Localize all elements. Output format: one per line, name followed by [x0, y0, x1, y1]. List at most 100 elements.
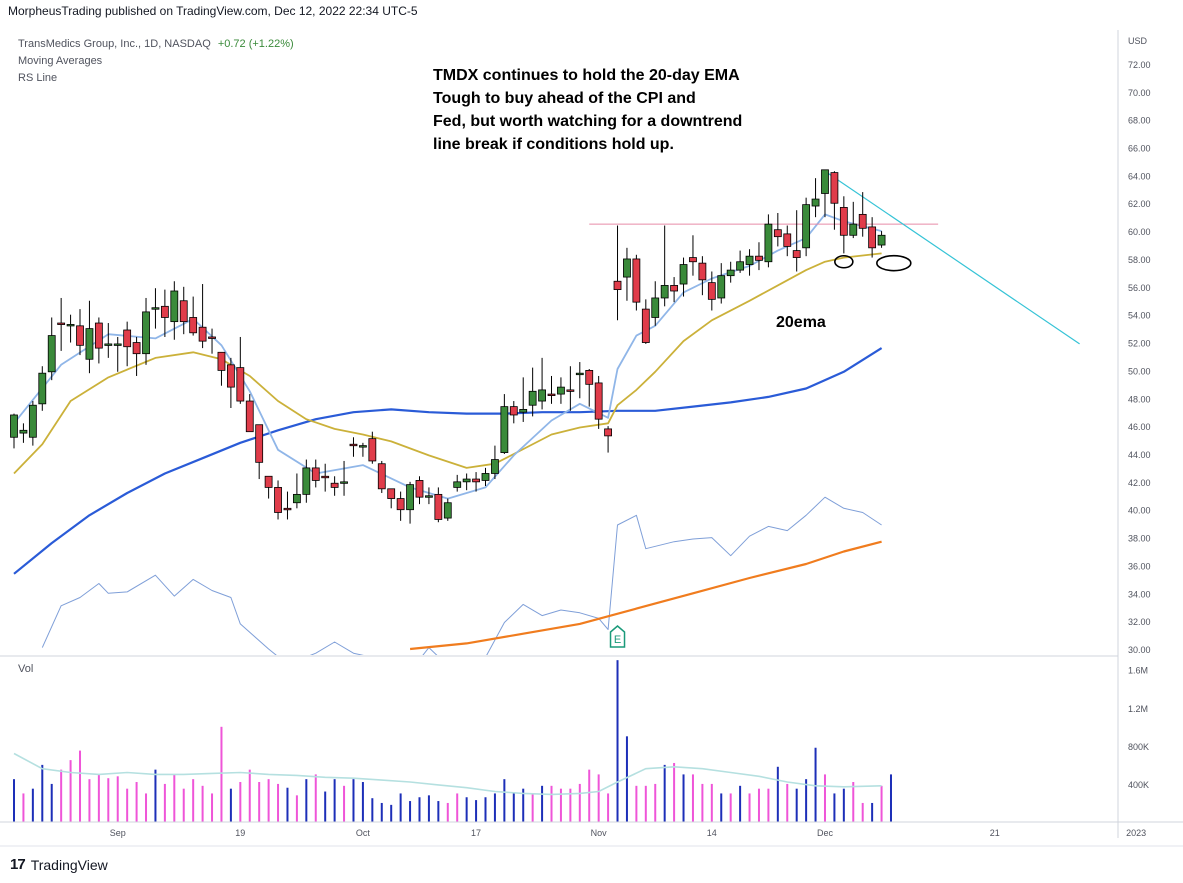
volume-bar — [503, 779, 506, 822]
volume-bar — [559, 788, 562, 822]
candle — [547, 375, 556, 404]
legend-symbol-row[interactable]: TransMedics Group, Inc., 1D, NASDAQ +0.7… — [18, 36, 294, 53]
price-tick-label: 56.00 — [1128, 283, 1151, 293]
candle-body — [453, 481, 462, 488]
volume-bar — [173, 774, 176, 822]
candle — [321, 463, 330, 492]
volume-bar — [871, 802, 874, 822]
candle — [868, 217, 877, 258]
volume-bar — [493, 793, 496, 822]
price-tick-label: 60.00 — [1128, 227, 1151, 237]
volume-bar — [305, 779, 308, 822]
candle-body — [670, 285, 678, 292]
candle-body — [547, 393, 556, 396]
candle — [632, 254, 641, 311]
annotation-note: TMDX continues to hold the 20-day EMA To… — [433, 67, 743, 153]
candle — [330, 476, 339, 496]
candle — [689, 235, 697, 276]
candle-body — [557, 386, 565, 395]
candle — [877, 231, 886, 248]
price-tick-label: 50.00 — [1128, 366, 1151, 376]
candle — [443, 498, 452, 521]
candle — [773, 212, 782, 247]
candle-body — [472, 478, 480, 483]
volume-bar — [701, 783, 704, 822]
candle-body — [802, 204, 811, 249]
earnings-marker-icon: E — [609, 625, 626, 648]
candle-body — [151, 307, 160, 310]
volume-bar — [399, 793, 402, 822]
volume-bar — [239, 782, 242, 822]
volume-bar — [192, 779, 195, 822]
candle — [189, 296, 198, 336]
volume-bar — [616, 660, 619, 822]
volume-bar — [654, 783, 657, 822]
volume-bar — [861, 802, 864, 822]
time-tick-label: Oct — [356, 828, 371, 838]
candle — [170, 281, 179, 340]
candle — [604, 426, 612, 453]
volume-bar — [258, 782, 261, 822]
volume-bar — [710, 783, 713, 822]
legend-rs-line[interactable]: RS Line — [18, 72, 58, 84]
candle-body — [19, 429, 28, 434]
volume-bar — [437, 801, 440, 822]
candle — [66, 314, 75, 343]
volume-bar — [889, 774, 892, 822]
candle — [19, 423, 28, 443]
volume-bar — [691, 774, 694, 822]
candle — [94, 317, 103, 364]
candle — [359, 442, 367, 457]
candle-body — [47, 335, 56, 373]
candle — [538, 357, 546, 410]
volume-bar — [663, 764, 666, 822]
price-tick-label: 42.00 — [1128, 478, 1151, 488]
candle-body — [255, 424, 264, 463]
candle-body — [57, 322, 66, 325]
candle-body — [519, 409, 528, 413]
candle-body — [283, 507, 292, 511]
price-tick-label: 66.00 — [1128, 144, 1151, 154]
indicator-lines — [13, 170, 1080, 655]
candle — [217, 351, 226, 386]
candle — [132, 336, 141, 376]
volume-pane-label: Vol — [18, 663, 34, 675]
volume-bar — [673, 762, 676, 822]
volume-bar — [201, 785, 204, 822]
candle — [566, 366, 575, 411]
candle-body — [538, 389, 546, 402]
volume-bar — [578, 783, 581, 822]
price-tick-label: 52.00 — [1128, 339, 1151, 349]
footer-branding[interactable]: 17 TradingView — [10, 856, 108, 873]
price-tick-label: 48.00 — [1128, 394, 1151, 404]
candle — [453, 474, 462, 492]
volume-bar — [267, 779, 270, 822]
legend-moving-averages[interactable]: Moving Averages — [18, 55, 103, 67]
candle-body — [292, 493, 301, 504]
volume-bar — [814, 747, 817, 822]
candle-body — [462, 478, 471, 483]
candle — [85, 300, 94, 374]
price-tick-label: 32.00 — [1128, 617, 1151, 627]
candle — [736, 250, 745, 273]
price-tick-label: 46.00 — [1128, 422, 1151, 432]
candle-body — [387, 488, 396, 499]
candle — [839, 196, 848, 254]
candle — [491, 445, 499, 480]
candle-body — [396, 498, 405, 511]
publisher-line: MorpheusTrading published on TradingView… — [8, 4, 418, 18]
candle-body — [113, 343, 122, 346]
candle-body — [594, 382, 603, 420]
candle-body — [575, 372, 584, 376]
volume-bar — [720, 793, 723, 822]
candle — [38, 366, 47, 411]
candle — [28, 401, 37, 446]
time-tick-label: Sep — [110, 828, 126, 838]
candle — [509, 401, 518, 424]
candle-body — [264, 475, 273, 488]
candle — [811, 178, 820, 218]
candle — [349, 437, 358, 457]
candle-body — [717, 275, 726, 299]
candle — [208, 328, 216, 354]
